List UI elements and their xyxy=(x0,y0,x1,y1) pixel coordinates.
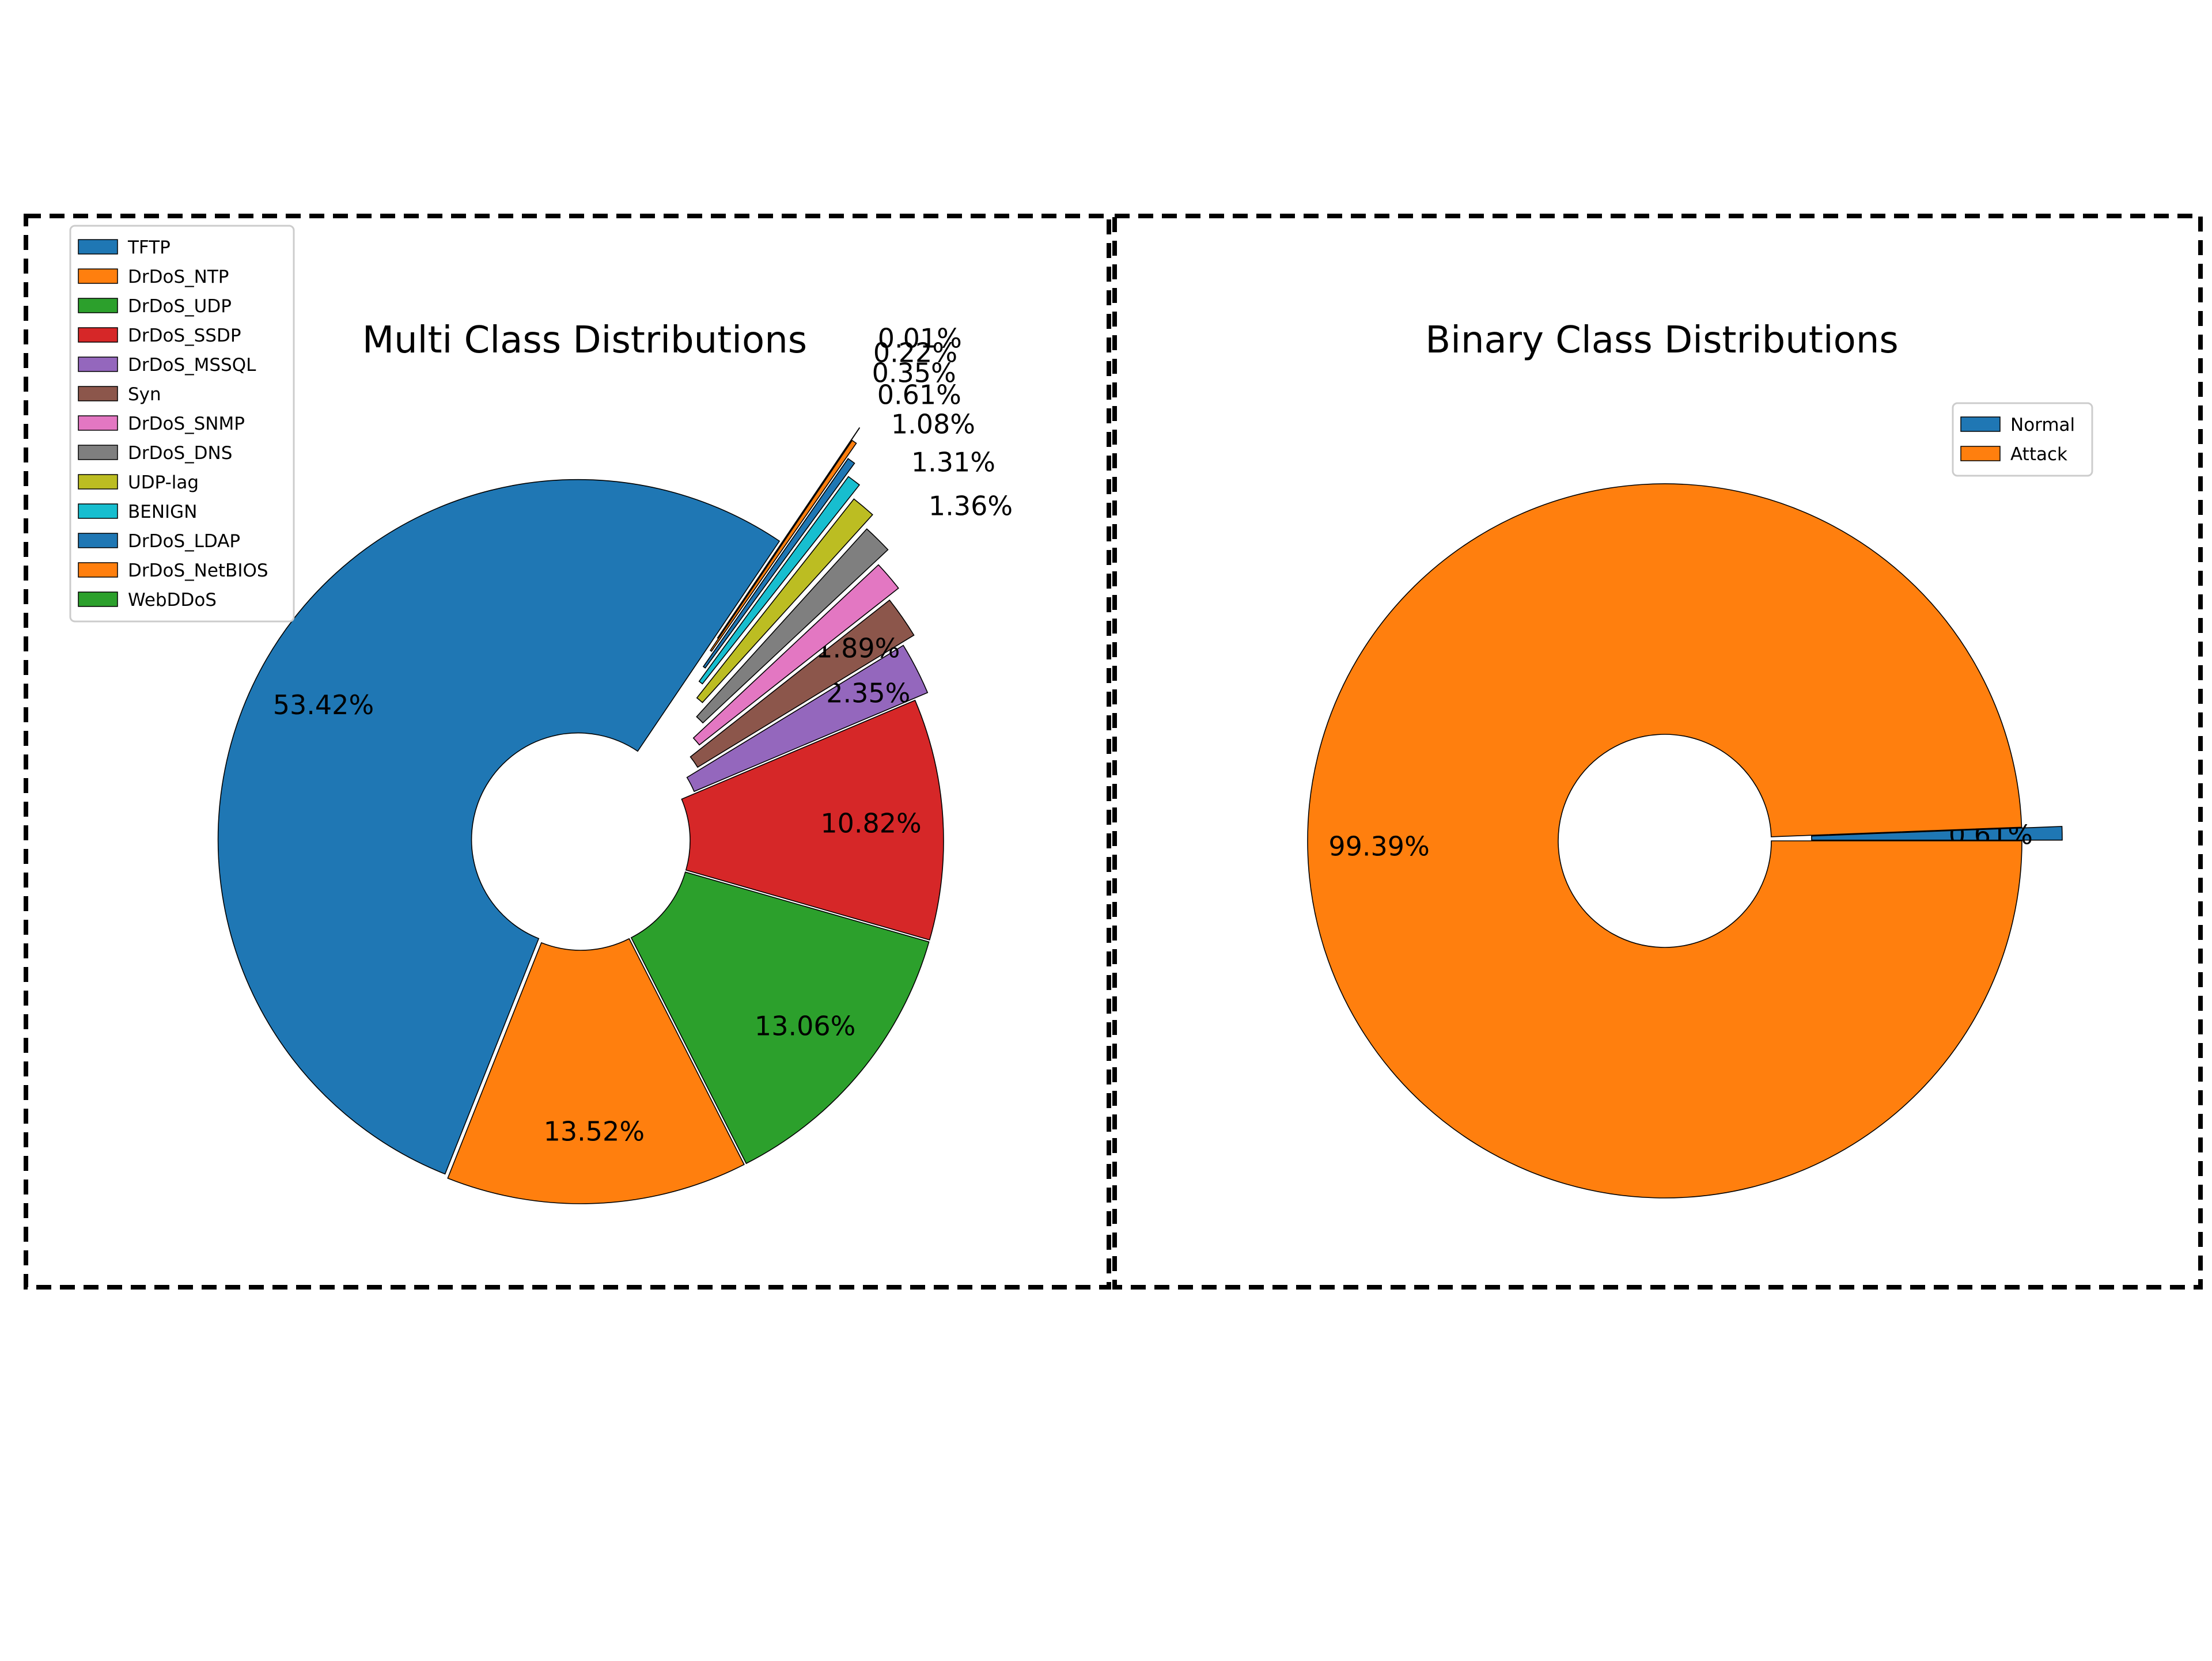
pie-slice-drdos-udp xyxy=(630,871,930,1165)
legend-label-benign: BENIGN xyxy=(128,502,197,522)
pie-slice-tftp xyxy=(217,479,781,1175)
pie-label-webddos: 0.01% xyxy=(878,323,962,354)
legend-swatch-drdos-ldap xyxy=(78,533,118,548)
legend-swatch-drdos-snmp xyxy=(78,415,118,431)
pie-slice-drdos-ssdp xyxy=(681,699,944,941)
legend-swatch-drdos-netbios xyxy=(78,562,118,578)
pie-slice-drdos-snmp xyxy=(692,564,899,746)
binary-class-title: Binary Class Distributions xyxy=(1425,319,1898,362)
pie-slice-normal xyxy=(1811,826,2063,841)
legend-label-drdos-dns: DrDoS_DNS xyxy=(128,443,232,464)
pie-slice-drdos-ntp xyxy=(447,938,745,1204)
binary-class-pie: 0.61%99.39% xyxy=(1307,483,2063,1199)
legend-swatch-drdos-dns xyxy=(78,445,118,460)
pie-label-drdos-ntp: 13.52% xyxy=(544,1116,645,1147)
legend-box xyxy=(1952,402,2093,477)
pie-label-drdos-udp: 13.06% xyxy=(755,1010,855,1041)
legend-swatch-drdos-ntp xyxy=(78,268,118,284)
pie-label-udp-lag: 1.08% xyxy=(891,409,975,440)
legend-swatch-drdos-udp xyxy=(78,298,118,313)
legend-swatch-syn xyxy=(78,386,118,401)
pie-label-tftp: 53.42% xyxy=(273,689,374,720)
multi-class-panel-frame xyxy=(24,214,1111,1290)
legend-label-syn: Syn xyxy=(128,384,161,405)
pie-label-drdos-ssdp: 10.82% xyxy=(820,807,921,839)
legend-label-drdos-udp: DrDoS_UDP xyxy=(128,296,232,317)
multi-class-pie: 53.42%13.52%13.06%10.82%2.35%1.89%1.36%1… xyxy=(217,323,1013,1204)
legend-label-drdos-ntp: DrDoS_NTP xyxy=(128,267,229,287)
legend-label-udp-lag: UDP-lag xyxy=(128,472,199,493)
legend-swatch-tftp xyxy=(78,239,118,255)
legend-label-drdos-ssdp: DrDoS_SSDP xyxy=(128,325,241,346)
pie-slice-drdos-dns xyxy=(696,528,889,724)
legend-label-tftp: TFTP xyxy=(127,237,171,258)
pie-label-attack: 99.39% xyxy=(1328,831,1429,862)
legend-label-attack: Attack xyxy=(2010,444,2067,465)
pie-slice-udp-lag xyxy=(696,498,873,703)
legend-swatch-drdos-mssql xyxy=(78,357,118,372)
multi-class-title: Multi Class Distributions xyxy=(362,319,807,362)
pie-label-drdos-snmp: 1.36% xyxy=(929,491,1013,522)
legend-swatch-attack xyxy=(1960,446,2001,461)
legend-label-drdos-snmp: DrDoS_SNMP xyxy=(128,414,245,434)
legend-swatch-benign xyxy=(78,503,118,519)
legend-label-webddos: WebDDoS xyxy=(128,590,217,610)
pie-label-drdos-mssql: 2.35% xyxy=(826,678,910,709)
pie-label-drdos-dns: 1.31% xyxy=(911,446,995,477)
legend-label-drdos-mssql: DrDoS_MSSQL xyxy=(128,355,256,376)
legend-swatch-udp-lag xyxy=(78,474,118,490)
pie-slice-attack xyxy=(1307,483,2022,1199)
legend-swatch-normal xyxy=(1960,416,2001,432)
binary-class-panel-frame xyxy=(1112,214,2203,1290)
pie-slice-drdos-ldap xyxy=(702,458,855,669)
legend-label-drdos-netbios: DrDoS_NetBIOS xyxy=(128,560,268,581)
pie-label-drdos-ldap: 0.35% xyxy=(872,358,956,389)
pie-slice-drdos-netbios xyxy=(709,439,857,652)
multi-class-legend: TFTP DrDoS_NTP DrDoS_UDP DrDoS_SSDP DrDoS_MS… xyxy=(69,225,295,623)
pie-label-benign: 0.61% xyxy=(877,379,961,410)
pie-slice-drdos-mssql xyxy=(686,644,929,792)
binary-class-legend: Normal Attack xyxy=(1952,402,2093,477)
legend-swatch-drdos-ssdp xyxy=(78,327,118,343)
pie-slice-webddos xyxy=(717,427,861,639)
legend-label-normal: Normal xyxy=(2010,415,2075,435)
pie-label-drdos-netbios: 0.22% xyxy=(873,337,957,369)
pie-slice-benign xyxy=(698,476,861,685)
legend-label-drdos-ldap: DrDoS_LDAP xyxy=(128,531,240,552)
legend-box xyxy=(69,225,295,623)
pie-slice-syn xyxy=(690,599,915,768)
legend-swatch-webddos xyxy=(78,591,118,607)
